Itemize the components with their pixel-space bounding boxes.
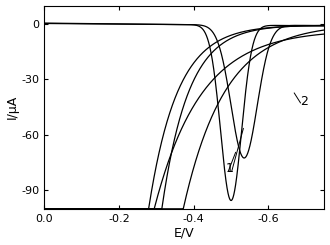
X-axis label: E/V: E/V	[174, 226, 195, 239]
Text: 1: 1	[225, 162, 233, 175]
Text: 2: 2	[300, 95, 308, 108]
Y-axis label: I/μA: I/μA	[6, 95, 18, 119]
